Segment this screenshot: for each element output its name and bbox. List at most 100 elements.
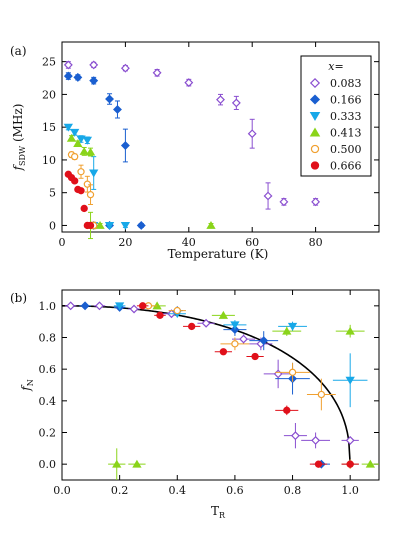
data-point	[219, 348, 228, 356]
x-tick-label: 20	[118, 236, 132, 249]
legend-entry: 0.500	[310, 143, 362, 156]
y-tick-label: 0.6	[39, 363, 57, 376]
data-point	[156, 311, 164, 319]
data-point	[230, 321, 240, 330]
data-point	[77, 168, 85, 176]
data-point	[113, 105, 122, 114]
data-point	[317, 390, 326, 399]
data-point	[63, 60, 73, 70]
data-point	[239, 334, 249, 344]
x-tick-label: 40	[182, 236, 196, 249]
panel-b-xlabel: TR	[211, 504, 226, 520]
panel-a-xlabel: Temperature (K)	[168, 247, 269, 261]
legend-marker	[310, 161, 320, 170]
panel-a-label: (a)	[10, 44, 27, 58]
data-point	[311, 435, 321, 445]
x-tick-label: 0	[59, 236, 66, 249]
legend-entry: 0.333	[309, 110, 362, 123]
legend-entries: 0.083 0.166 0.333 0.413 0.500 0.666	[309, 77, 362, 173]
data-point	[77, 187, 85, 195]
data-point	[216, 95, 225, 105]
legend-marker	[309, 127, 321, 137]
data-point	[73, 139, 83, 148]
data-point	[282, 326, 292, 335]
legend-entry: 0.166	[309, 94, 362, 107]
legend-entry: 0.413	[309, 127, 362, 140]
data-point	[314, 460, 323, 468]
data-point	[152, 68, 162, 78]
y-tick-label: 10	[42, 154, 56, 167]
data-point	[114, 302, 125, 311]
panel-a-points	[63, 60, 321, 240]
legend-marker	[309, 77, 321, 89]
y-tick-label: 0.8	[39, 332, 57, 345]
x-tick-label: 80	[309, 236, 323, 249]
data-point	[231, 98, 241, 108]
data-point	[66, 133, 77, 142]
data-point	[365, 459, 376, 468]
data-point	[83, 180, 92, 188]
y-tick-label: 20	[42, 88, 56, 101]
legend-marker	[309, 112, 321, 121]
data-point	[82, 136, 93, 145]
data-point	[79, 146, 89, 155]
x-tick-label: 0.4	[169, 484, 187, 497]
x-tick-label: 1.0	[341, 484, 359, 497]
series-0.413	[66, 133, 216, 240]
legend-marker	[309, 94, 321, 105]
legend-label: 0.166	[330, 94, 362, 107]
data-point	[345, 376, 355, 385]
series-0.083	[63, 60, 321, 210]
legend-title: x=	[328, 60, 343, 73]
data-point	[201, 318, 211, 328]
data-point	[263, 191, 273, 201]
legend-entry: 0.083	[309, 77, 362, 90]
data-point	[112, 459, 122, 468]
data-point	[85, 147, 96, 156]
legend-label: 0.083	[330, 77, 362, 90]
data-point	[132, 459, 142, 468]
data-point	[259, 336, 269, 346]
data-point	[251, 352, 259, 361]
data-point	[80, 301, 90, 311]
data-point	[76, 135, 86, 144]
data-point	[231, 340, 239, 348]
data-point	[89, 76, 99, 86]
data-point	[273, 369, 283, 379]
legend-label: 0.333	[330, 110, 362, 123]
panel-a-ylabel: fSDW (MHz)	[11, 104, 27, 172]
data-point	[188, 322, 196, 331]
data-point	[120, 141, 130, 150]
legend-label: 0.666	[330, 160, 362, 173]
series-0.500	[139, 302, 359, 469]
y-tick-label: 0.0	[39, 458, 57, 471]
legend-entry: 0.666	[310, 160, 362, 173]
data-point	[63, 123, 73, 132]
data-point	[71, 152, 79, 161]
data-point	[218, 310, 229, 319]
data-point	[89, 60, 99, 70]
data-point	[345, 326, 355, 335]
panel-b-points	[64, 301, 379, 480]
legend-marker	[310, 144, 320, 154]
data-point	[173, 306, 181, 315]
panel-a-ticks: 0 20 40 60 80 0 5 10 15 20 25	[42, 42, 379, 249]
panel-b-label: (b)	[10, 291, 27, 305]
data-point	[184, 78, 194, 88]
data-point	[206, 221, 216, 229]
data-point	[136, 220, 146, 230]
y-tick-label: 0.4	[39, 395, 57, 408]
data-point	[290, 431, 300, 441]
data-point	[120, 63, 130, 73]
legend-label: 0.413	[330, 127, 362, 140]
panel-b-ylabel: fN	[19, 379, 35, 391]
data-point	[139, 302, 147, 310]
data-point	[80, 204, 88, 213]
series-0.166	[63, 71, 146, 230]
panel-b: (b) 0.0 0.2 0.4 0.6 0.8 1.0 0.0 0.2 0.4 0.6 0.8 1.0…	[10, 289, 380, 520]
y-tick-label: 1.0	[39, 300, 57, 313]
y-tick-label: 0	[49, 219, 56, 232]
x-tick-label: 0.6	[226, 484, 244, 497]
